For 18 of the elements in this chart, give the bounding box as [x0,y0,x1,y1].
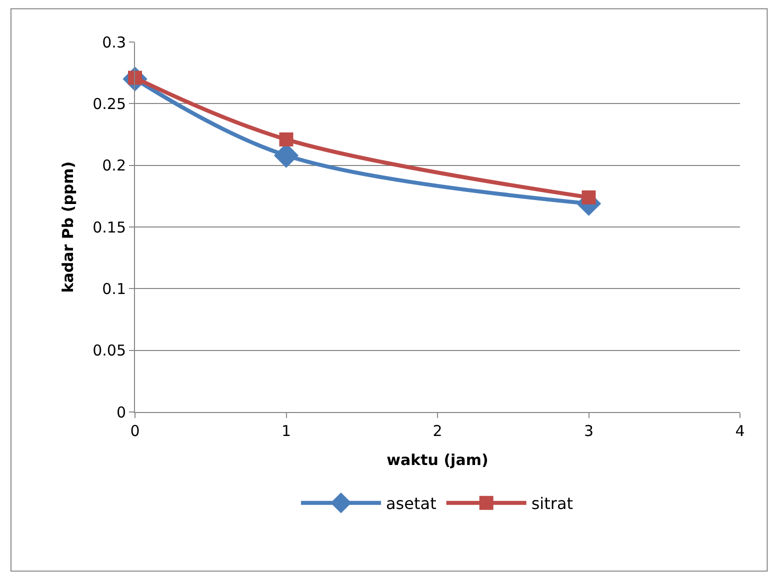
y-tick-label: 0.25 [92,94,126,113]
y-axis-title: kadar Pb (ppm) [58,161,77,293]
x-tick-label: 3 [584,422,594,440]
legend-label: sitrat [531,494,574,514]
legend-label: asetat [386,494,436,514]
x-tick-label: 1 [281,422,292,440]
y-tick-label: 0.2 [102,156,126,175]
x-tick-label: 4 [735,422,745,440]
point [582,190,596,204]
x-axis-title: waktu (jam) [386,451,488,469]
y-tick-label: 0.3 [102,33,126,52]
y-tick-label: 0.05 [92,342,126,360]
y-tick-label: 0.15 [92,218,126,236]
y-tick-label: 0 [116,403,126,422]
x-tick-label: 0 [130,422,140,440]
x-tick-label: 2 [432,422,442,440]
point [279,132,294,146]
y-tick-label: 0.1 [102,280,126,298]
